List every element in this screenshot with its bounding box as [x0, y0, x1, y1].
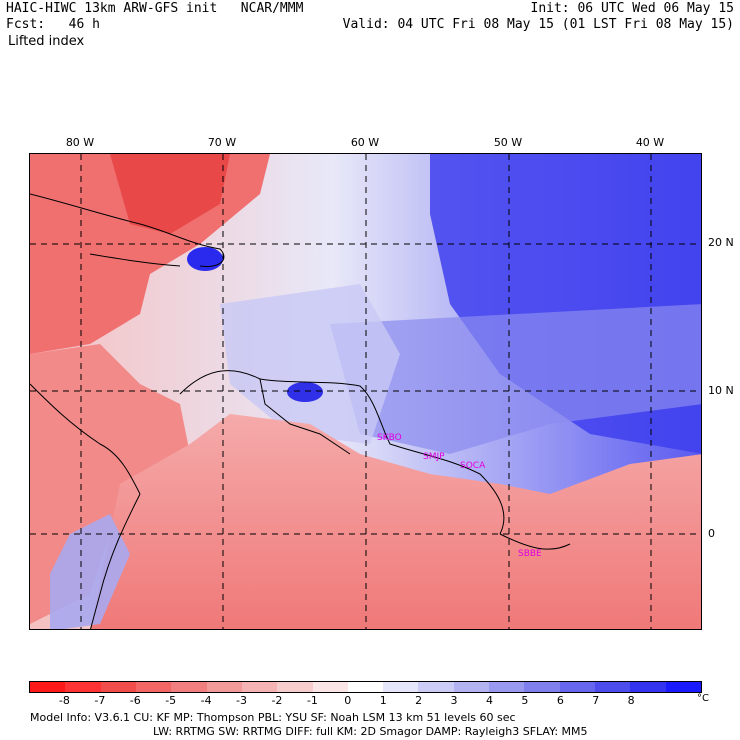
colorbar-tick-label: 0 — [344, 694, 352, 707]
colorbar-tick-label: -6 — [129, 694, 141, 707]
forecast-hour: Fcst: 46 h — [6, 17, 100, 32]
colorbar-swatch — [489, 682, 525, 692]
colorbar-tick-label: 2 — [415, 694, 423, 707]
colorbar-swatch — [347, 682, 384, 692]
station-sbbe: SBBE — [518, 549, 542, 559]
colorbar-swatch — [171, 682, 207, 692]
longitude-label-70w: 70 W — [207, 136, 237, 149]
longitude-label-80w: 80 W — [65, 136, 95, 149]
unstable-core-north — [110, 154, 230, 234]
colorbar-tick-label: -8 — [58, 694, 70, 707]
init-time: Init: 06 UTC Wed 06 May 15 — [530, 1, 735, 16]
longitude-label-40w: 40 W — [635, 136, 665, 149]
colorbar-swatch — [383, 682, 419, 692]
latitude-label-0: 0 — [708, 527, 715, 540]
colorbar-tick-label: -3 — [236, 694, 247, 707]
colorbar — [29, 681, 702, 693]
colorbar-swatch — [30, 682, 66, 692]
coastlines — [30, 193, 571, 629]
station-soca: SOCA — [460, 461, 486, 471]
colorbar-swatch — [206, 682, 242, 692]
colorbar-swatch — [559, 682, 595, 692]
colorbar-tick-label: 5 — [521, 694, 529, 707]
stable-region-tropical-band — [330, 304, 701, 454]
lat-lon-grid — [30, 154, 701, 629]
colorbar-tick-label: -1 — [306, 694, 318, 707]
colorbar-swatch — [135, 682, 172, 692]
station-skbo: SKBO — [377, 433, 402, 443]
field-name: Lifted index — [8, 34, 85, 49]
colorbar-swatch — [453, 682, 490, 692]
model-info-line1: Model Info: V3.6.1 CU: KF MP: Thompson P… — [30, 711, 516, 724]
colorbar-swatch — [524, 682, 560, 692]
valid-time: Valid: 04 UTC Fri 08 May 15 (01 LST Fri … — [342, 17, 734, 32]
colorbar-tick-label: 4 — [485, 694, 493, 707]
colorbar-tick-label: -4 — [200, 694, 212, 707]
colorbar-swatch — [277, 682, 313, 692]
colorbar-swatch — [100, 682, 136, 692]
stable-spot-venezuela — [287, 382, 323, 402]
colorbar-tick-label: 3 — [450, 694, 458, 707]
lifted-index-map: SKBO SMJP SOCA SBBE — [29, 153, 702, 630]
station-smjp: SMJP — [423, 452, 445, 462]
longitude-label-60w: 60 W — [350, 136, 380, 149]
stable-spot-hispaniola — [187, 247, 223, 271]
colorbar-tick-label: -7 — [94, 694, 106, 707]
colorbar-tick-label: -2 — [271, 694, 283, 707]
colorbar-swatch — [65, 682, 101, 692]
colorbar-unit: °C — [697, 693, 709, 704]
colorbar-swatch — [312, 682, 348, 692]
colorbar-tick-label: 8 — [627, 694, 635, 707]
colorbar-tick-label: -5 — [165, 694, 177, 707]
latitude-label-20n: 20 N — [708, 236, 734, 249]
map-canvas — [30, 154, 701, 629]
colorbar-tick-label: 7 — [592, 694, 600, 707]
colorbar-tick-label: 6 — [556, 694, 564, 707]
colorbar-swatch — [630, 682, 666, 692]
pacific-blue-patch — [50, 514, 130, 629]
longitude-label-50w: 50 W — [493, 136, 523, 149]
latitude-label-10n: 10 N — [708, 384, 734, 397]
unstable-region-south-america — [90, 414, 701, 629]
colorbar-tick-label: 1 — [379, 694, 387, 707]
colorbar-swatch — [418, 682, 454, 692]
model-title: HAIC-HIWC 13km ARW-GFS init NCAR/MMM — [6, 1, 304, 16]
colorbar-swatch — [665, 682, 701, 692]
colorbar-swatch — [595, 682, 631, 692]
model-info-line2: LW: RRTMG SW: RRTMG DIFF: full KM: 2D Sm… — [153, 725, 588, 738]
colorbar-swatch — [241, 682, 278, 692]
